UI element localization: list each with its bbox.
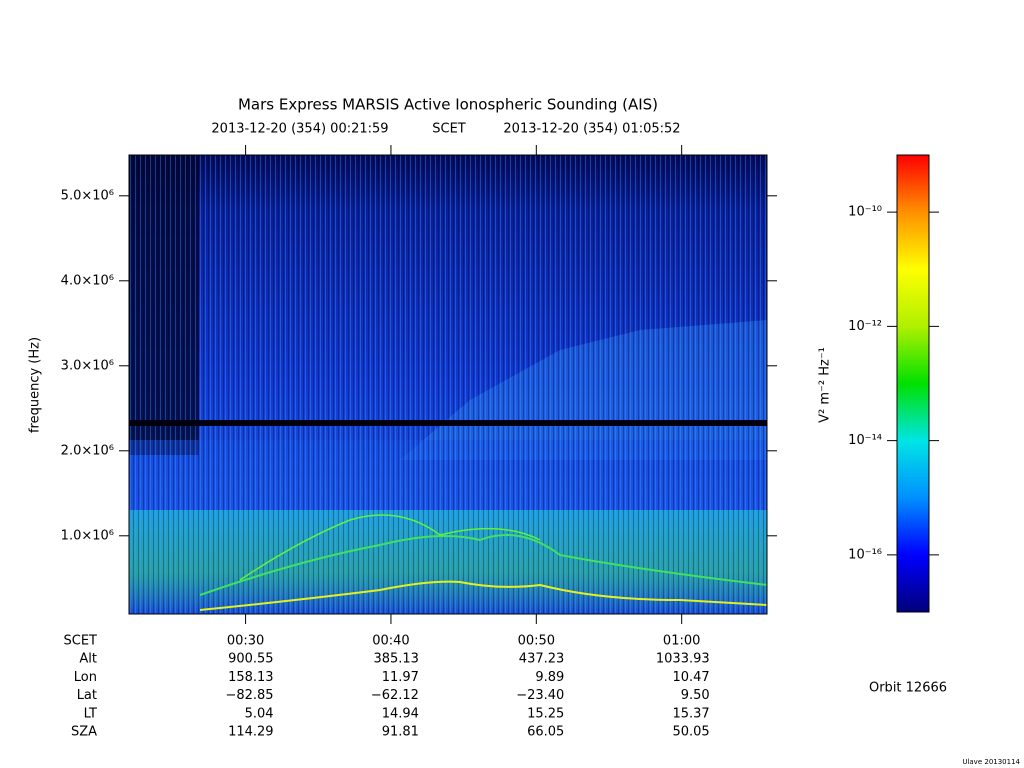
- ephemeris-label: SZA: [71, 725, 97, 740]
- y-tick-label: 2.0×10⁶: [61, 443, 114, 458]
- ephemeris-label: Lon: [74, 670, 97, 685]
- ephemeris-value: 91.81: [382, 725, 419, 740]
- ephemeris-value: 9.89: [535, 670, 564, 685]
- ephemeris-value: −82.85: [225, 688, 273, 703]
- ephemeris-value: 5.04: [245, 706, 274, 721]
- start-time: 2013-12-20 (354) 00:21:59: [211, 122, 388, 137]
- ephemeris-value: 14.94: [382, 706, 419, 721]
- ephemeris-value: 158.13: [228, 670, 274, 685]
- ephemeris-value: 385.13: [373, 652, 419, 667]
- colorbar-tick-label: 10⁻¹⁶: [848, 547, 882, 562]
- plot-frame: [128, 154, 768, 615]
- ephemeris-value: 114.29: [228, 725, 274, 740]
- colorbar-tick-label: 10⁻¹²: [848, 319, 882, 334]
- ephemeris-label: Alt: [79, 652, 97, 667]
- time-frame: SCET: [432, 122, 466, 137]
- ephemeris-value: 66.05: [527, 725, 564, 740]
- ephemeris-value: 1033.93: [656, 652, 710, 667]
- end-time: 2013-12-20 (354) 01:05:52: [503, 122, 680, 137]
- ephemeris-value: −62.12: [371, 688, 419, 703]
- ephemeris-value: 9.50: [681, 688, 710, 703]
- y-tick-label: 5.0×10⁶: [61, 188, 114, 203]
- ephemeris-value: 50.05: [672, 725, 709, 740]
- ephemeris-label: LT: [84, 706, 97, 721]
- ephemeris-label: Lat: [77, 688, 97, 703]
- colorbar-tick-label: 10⁻¹⁰: [848, 205, 882, 220]
- y-axis-label: frequency (Hz): [28, 337, 43, 433]
- footer: Ulave 20130114: [962, 758, 1020, 766]
- ephemeris-value: 11.97: [382, 670, 419, 685]
- colorbar-label: V² m⁻² Hz⁻¹: [818, 347, 833, 423]
- chart-title: Mars Express MARSIS Active Ionospheric S…: [238, 96, 658, 114]
- x-tick-label: 00:40: [372, 634, 409, 649]
- ephemeris-value: 900.55: [228, 652, 274, 667]
- ephemeris-value: −23.40: [516, 688, 564, 703]
- x-tick-label: 00:50: [518, 634, 555, 649]
- ephemeris-value: 15.25: [527, 706, 564, 721]
- orbit-label: Orbit 12666: [869, 681, 947, 696]
- ephemeris-value: 10.47: [672, 670, 709, 685]
- ephemeris-value: 437.23: [519, 652, 565, 667]
- x-tick-label: 00:30: [227, 634, 264, 649]
- y-tick-label: 1.0×10⁶: [61, 528, 114, 543]
- y-tick-label: 4.0×10⁶: [61, 273, 114, 288]
- spectrogram-image: [129, 155, 768, 614]
- ephemeris-value: 15.37: [672, 706, 709, 721]
- colorbar-tick-label: 10⁻¹⁴: [848, 433, 882, 448]
- x-tick-label: 01:00: [663, 634, 700, 649]
- y-tick-label: 3.0×10⁶: [61, 358, 114, 373]
- colorbar: [896, 154, 930, 613]
- ephemeris-header: SCET: [64, 634, 98, 649]
